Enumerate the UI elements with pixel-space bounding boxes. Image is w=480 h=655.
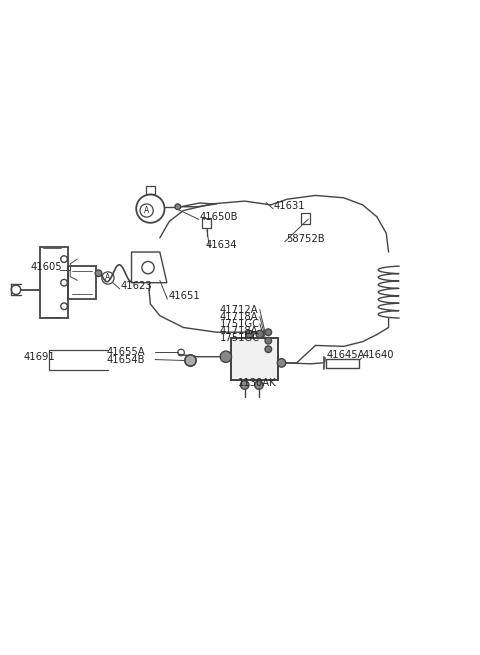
Text: 1130AK: 1130AK xyxy=(238,378,276,388)
Circle shape xyxy=(277,359,286,367)
Circle shape xyxy=(265,346,272,352)
Text: 41631: 41631 xyxy=(274,201,306,211)
Text: 41623: 41623 xyxy=(120,282,152,291)
Text: A: A xyxy=(144,206,149,215)
Text: 41691: 41691 xyxy=(24,352,56,362)
Circle shape xyxy=(256,330,264,338)
Bar xyxy=(230,338,278,381)
Text: 41655A: 41655A xyxy=(107,348,145,358)
Text: 41712A: 41712A xyxy=(220,305,258,314)
Circle shape xyxy=(240,381,249,389)
Bar xyxy=(301,214,310,224)
Circle shape xyxy=(265,329,272,335)
Text: 41718A: 41718A xyxy=(220,326,258,336)
Bar xyxy=(230,338,278,381)
Bar xyxy=(145,186,155,195)
Circle shape xyxy=(185,355,196,366)
Text: 41651: 41651 xyxy=(168,291,200,301)
Circle shape xyxy=(254,381,263,389)
Text: 58752B: 58752B xyxy=(286,234,324,244)
Bar xyxy=(202,218,211,229)
Text: A: A xyxy=(105,274,110,282)
Bar xyxy=(326,359,360,367)
Text: 41645A: 41645A xyxy=(326,350,365,360)
Text: 41605: 41605 xyxy=(30,262,62,272)
Bar xyxy=(68,266,96,299)
Circle shape xyxy=(220,351,231,362)
Text: 41634: 41634 xyxy=(205,240,237,250)
Text: 41654B: 41654B xyxy=(107,354,145,365)
Circle shape xyxy=(265,337,272,344)
Circle shape xyxy=(175,204,180,210)
Text: 41640: 41640 xyxy=(362,350,394,360)
Text: 1751GC: 1751GC xyxy=(220,333,260,343)
Text: 1751GC: 1751GC xyxy=(220,319,260,329)
Text: 41718A: 41718A xyxy=(220,312,258,322)
Circle shape xyxy=(95,270,102,276)
Text: 41650B: 41650B xyxy=(200,212,239,221)
Bar xyxy=(39,248,68,318)
Circle shape xyxy=(246,330,253,338)
